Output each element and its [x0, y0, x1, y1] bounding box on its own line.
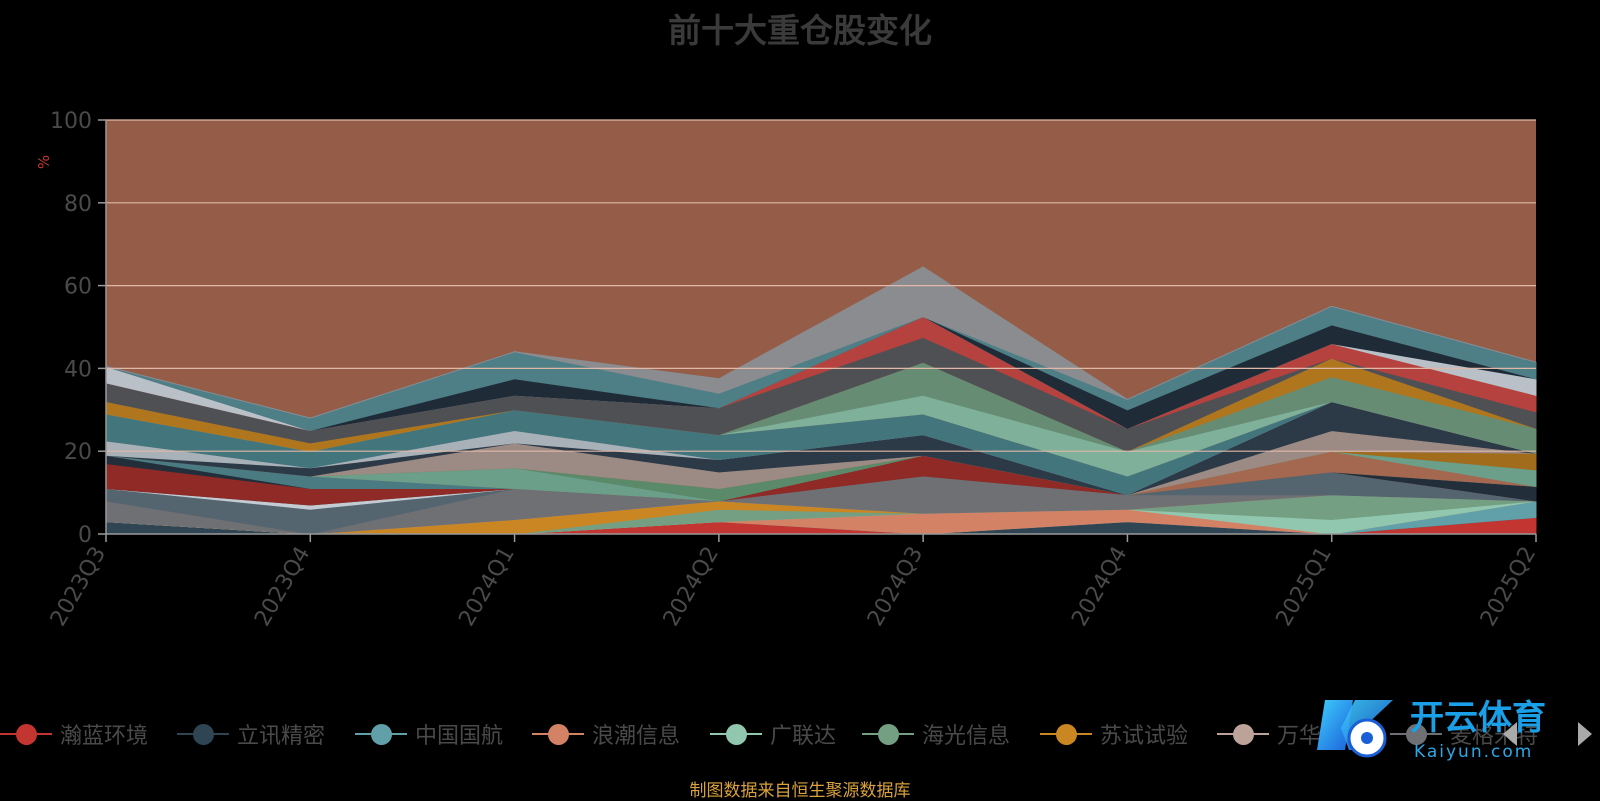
legend-label: 中国国航 — [415, 724, 504, 749]
legend-marker-icon — [1040, 714, 1092, 754]
legend-marker-icon — [0, 714, 52, 754]
legend-label: 海光信息 — [922, 724, 1011, 749]
x-tick-label: 2024Q2 — [659, 543, 724, 631]
watermark-title: 开云体育 — [1410, 698, 1546, 738]
x-tick-label: 2025Q1 — [1272, 543, 1337, 631]
legend-label: 立讯精密 — [237, 724, 326, 749]
legend-marker-icon — [710, 714, 762, 754]
y-tick-label: 40 — [64, 357, 92, 382]
x-tick-label: 2023Q3 — [46, 543, 111, 631]
legend-marker-icon — [1217, 714, 1269, 754]
legend-item[interactable]: 麦格米特 — [1390, 714, 1538, 754]
legend-item[interactable]: 浪潮信息 — [532, 714, 680, 754]
y-tick-label: 60 — [64, 275, 92, 300]
watermark-logo-icon — [1317, 700, 1393, 758]
next-page-icon[interactable] — [1578, 722, 1592, 746]
legend-item[interactable]: 中国国航 — [355, 714, 503, 754]
chart-title: 前十大重仓股变化 — [668, 11, 932, 50]
y-tick-label: 0 — [78, 523, 92, 548]
area-other-26 — [105, 266, 1537, 419]
y-tick-label: 80 — [64, 192, 92, 217]
legend-marker-icon — [532, 714, 584, 754]
legend-label: 麦格米特 — [1450, 724, 1539, 749]
legend-label: 浪潮信息 — [592, 724, 681, 749]
gridlines — [106, 119, 1536, 452]
legend-marker-icon — [355, 714, 407, 754]
x-tick-label: 2024Q3 — [863, 543, 928, 631]
legend-marker-icon — [177, 714, 229, 754]
legend-item[interactable]: 苏试试验 — [1040, 714, 1188, 754]
y-tick-label: 100 — [50, 109, 92, 134]
legend-label: 瀚蓝环境 — [60, 724, 149, 749]
legend-item[interactable]: 广联达 — [710, 714, 836, 754]
x-tick-label: 2023Q4 — [250, 543, 315, 631]
legend-marker-icon — [862, 714, 914, 754]
legend-label: 广联达 — [770, 724, 837, 749]
legend-item[interactable]: 立讯精密 — [177, 714, 325, 754]
legend-marker-icon — [1390, 714, 1442, 754]
legend-item[interactable]: 瀚蓝环境 — [0, 714, 148, 754]
legend-item[interactable]: 海光信息 — [862, 714, 1010, 754]
y-tick-label: 20 — [64, 440, 92, 465]
x-tick-label: 2024Q4 — [1067, 543, 1132, 631]
y-axis-label: % — [35, 155, 53, 169]
data-source-note: 制图数据来自恒生聚源数据库 — [689, 781, 911, 801]
legend-label: 苏试试验 — [1100, 724, 1189, 749]
x-tick-label: 2025Q2 — [1476, 543, 1541, 631]
x-tick-label: 2024Q1 — [454, 543, 519, 631]
watermark-domain: Kaiyun.com — [1414, 742, 1534, 762]
prev-page-icon[interactable] — [1503, 722, 1517, 746]
area-series-layer — [105, 266, 1537, 535]
